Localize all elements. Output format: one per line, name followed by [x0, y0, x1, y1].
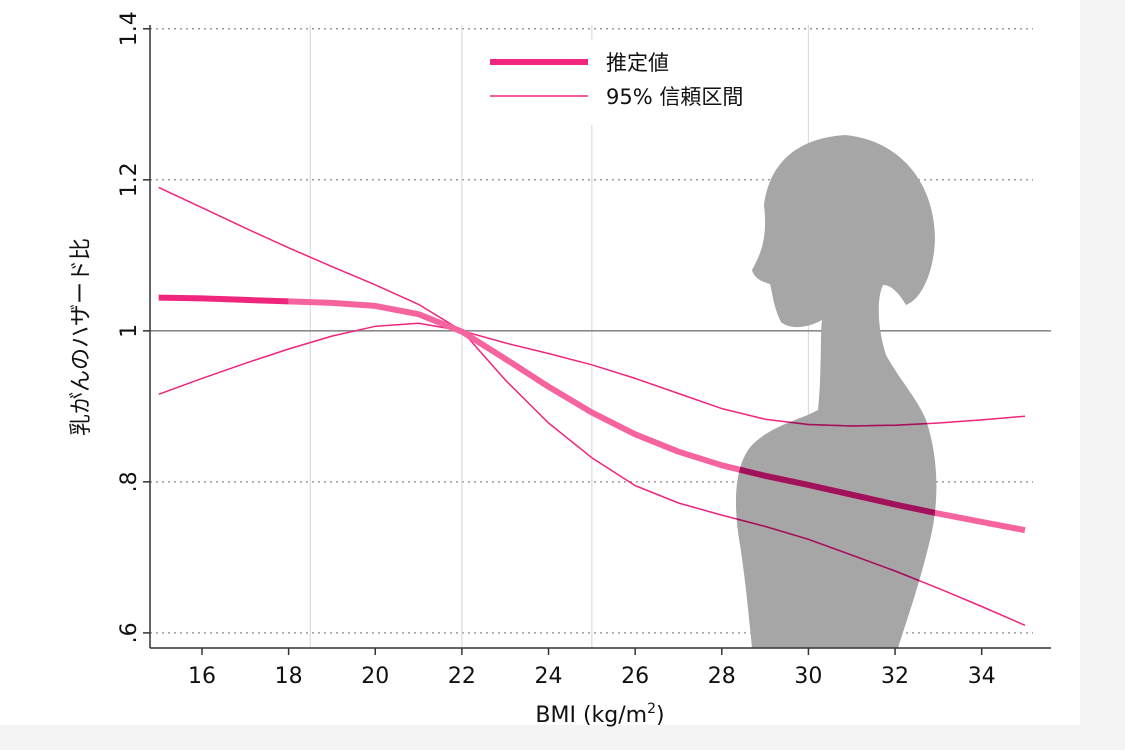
x-tick-label-20: 20 [361, 664, 389, 689]
x-tick-label-16: 16 [188, 664, 216, 689]
y-tick-label-0.6: .6 [117, 622, 142, 643]
x-axis-ticks: 16 18 20 22 24 26 28 30 32 34 [188, 648, 996, 689]
woman-silhouette-image [735, 135, 937, 648]
series-overlap-layer [735, 186, 937, 626]
legend-label-ci: 95% 信頼区間 [606, 85, 743, 109]
legend-label-estimate: 推定値 [606, 51, 669, 75]
estimate-line-segment-low [158, 294, 289, 305]
x-tick-label-26: 26 [621, 664, 649, 689]
x-tick-label-18: 18 [275, 664, 303, 689]
y-tick-label-1.4: 1.4 [117, 11, 142, 46]
x-tick-label-28: 28 [708, 664, 736, 689]
y-tick-label-1.2: 1.2 [117, 162, 142, 197]
y-axis-title: 乳がんのハザード比 [69, 238, 94, 436]
estimate-overlap [735, 294, 937, 534]
x-tick-label-22: 22 [448, 664, 476, 689]
y-tick-label-1: 1 [117, 324, 142, 338]
x-axis-title: BMI (kg/m2) [535, 701, 664, 728]
x-tick-label-24: 24 [535, 664, 563, 689]
legend: 推定値 95% 信頼区間 [478, 40, 776, 125]
vertical-gridlines [309, 25, 810, 648]
y-axis-ticks: .6 .8 1 1.2 1.4 [117, 11, 150, 643]
x-tick-label-32: 32 [881, 664, 909, 689]
axes [149, 25, 1051, 649]
x-tick-label-30: 30 [794, 664, 822, 689]
ci-lower-overlap [735, 322, 937, 427]
ci-upper-overlap [735, 186, 937, 626]
x-tick-label-34: 34 [968, 664, 996, 689]
legend-box [478, 40, 776, 125]
y-tick-label-0.8: .8 [117, 471, 142, 492]
